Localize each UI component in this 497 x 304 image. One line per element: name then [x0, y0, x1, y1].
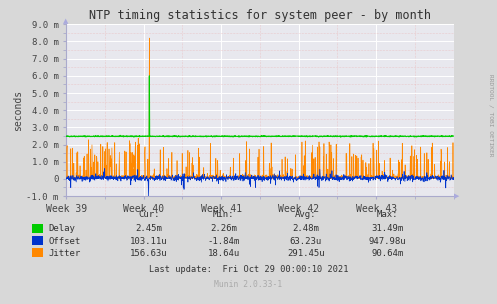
Text: 63.23u: 63.23u [290, 237, 322, 246]
Text: Offset: Offset [49, 237, 81, 246]
Text: Min:: Min: [213, 210, 235, 219]
Text: 156.63u: 156.63u [130, 249, 168, 258]
Text: 291.45u: 291.45u [287, 249, 325, 258]
Text: 18.64u: 18.64u [208, 249, 240, 258]
Y-axis label: seconds: seconds [13, 90, 23, 131]
Text: Cur:: Cur: [138, 210, 160, 219]
Text: 2.45m: 2.45m [136, 224, 163, 233]
Text: RRDTOOL / TOBI OETIKER: RRDTOOL / TOBI OETIKER [489, 74, 494, 157]
Text: Munin 2.0.33-1: Munin 2.0.33-1 [214, 280, 283, 289]
Text: Avg:: Avg: [295, 210, 317, 219]
Text: Last update:  Fri Oct 29 00:00:10 2021: Last update: Fri Oct 29 00:00:10 2021 [149, 265, 348, 274]
Text: ▶: ▶ [454, 193, 459, 199]
Text: ▲: ▲ [64, 18, 69, 24]
Text: Max:: Max: [377, 210, 399, 219]
Text: 103.11u: 103.11u [130, 237, 168, 246]
Text: Delay: Delay [49, 224, 76, 233]
Text: 947.98u: 947.98u [369, 237, 407, 246]
Text: -1.84m: -1.84m [208, 237, 240, 246]
Title: NTP timing statistics for system peer - by month: NTP timing statistics for system peer - … [89, 9, 431, 22]
Text: 2.26m: 2.26m [210, 224, 237, 233]
Text: Jitter: Jitter [49, 249, 81, 258]
Text: 31.49m: 31.49m [372, 224, 404, 233]
Text: 90.64m: 90.64m [372, 249, 404, 258]
Text: 2.48m: 2.48m [292, 224, 319, 233]
